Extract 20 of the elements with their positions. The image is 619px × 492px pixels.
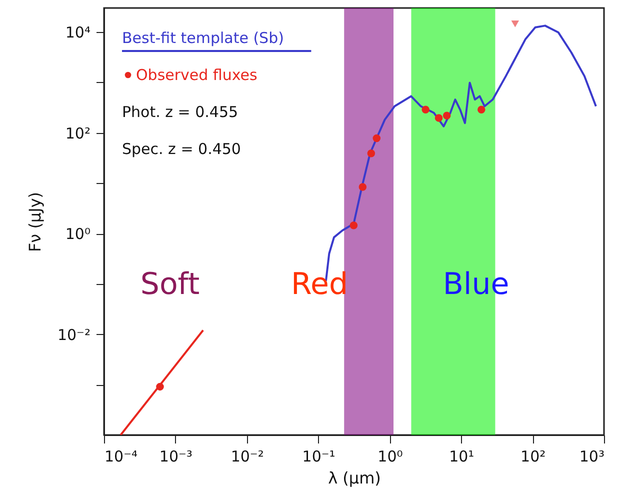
x-axis-title: λ (μm): [328, 468, 381, 488]
y-tick-label: 10⁻²: [57, 326, 90, 344]
annotation: Soft: [140, 267, 200, 302]
x-tick-label: 10¹: [449, 448, 474, 466]
text: Best-fit template (Sb): [122, 29, 284, 47]
legend-label: Observed fluxes: [136, 66, 258, 84]
y-tick-label: 10⁰: [65, 225, 90, 244]
y-tick-label: 10²: [65, 124, 90, 142]
annotation: Phot. z = 0.455: [122, 103, 238, 121]
x-tick-label: 10⁻²: [230, 448, 264, 466]
annotation: Spec. z = 0.450: [122, 140, 241, 158]
x-tick-label: 10⁻³: [159, 448, 192, 466]
x-tick-label: 10⁰: [378, 448, 403, 466]
x-tick-label: 10⁻¹: [302, 448, 336, 466]
x-tick-label: 10²: [520, 448, 546, 466]
annotation: Red: [291, 267, 348, 302]
x-tick-label: 10⁻⁴: [104, 448, 138, 466]
y-axis-title: Fν (μJy): [25, 192, 44, 252]
y-tick-label: 10⁴: [65, 24, 90, 42]
x-tick-label: 10³: [579, 448, 604, 466]
